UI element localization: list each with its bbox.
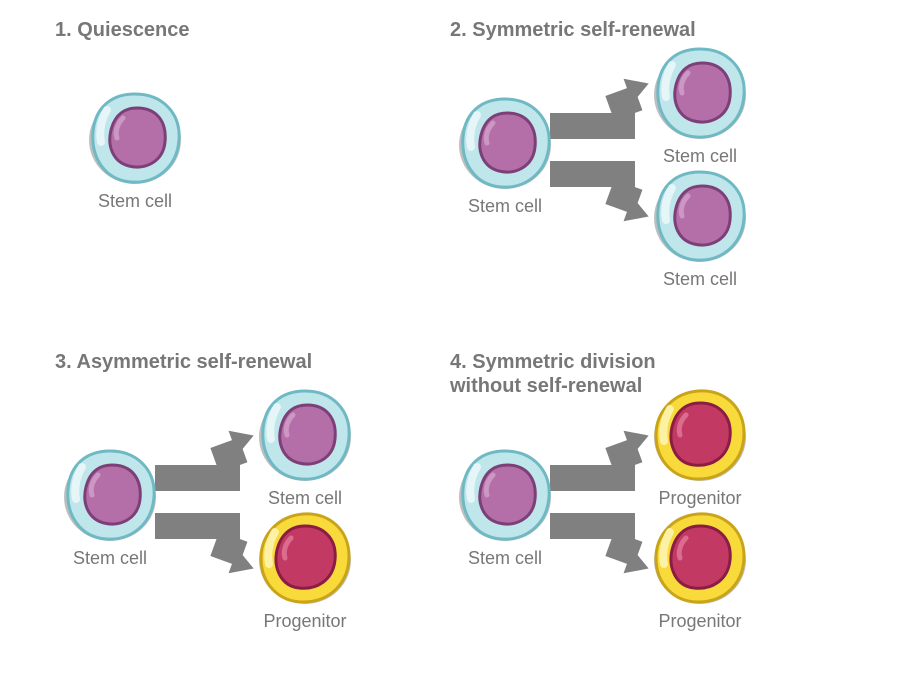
stem-cell-icon [455,93,555,193]
cell-label: Stem cell [80,191,190,212]
cell-label: Stem cell [645,146,755,167]
daughter-progenitor-cell: Progenitor [645,385,755,509]
stem-cell-icon [455,445,555,545]
daughter-stem-cell: Stem cell [645,166,755,290]
parent-stem-cell: Stem cell [450,445,560,569]
stem-cell-icon [60,445,160,545]
daughter-progenitor-cell: Progenitor [645,508,755,632]
cell-label: Stem cell [55,548,165,569]
parent-stem-cell: Stem cell [80,88,190,212]
cell-label: Progenitor [645,611,755,632]
cell-label: Stem cell [645,269,755,290]
panel-symmetric-division-no-renewal: 4. Symmetric division without self-renew… [450,350,870,660]
cell-label: Stem cell [450,548,560,569]
cell-label: Stem cell [450,196,560,217]
progenitor-cell-icon [650,508,750,608]
daughter-stem-cell: Stem cell [645,43,755,167]
progenitor-cell-icon [650,385,750,485]
stem-cell-icon [650,166,750,266]
panel-symmetric-self-renewal: 2. Symmetric self-renewal Stem cell Stem… [450,18,870,318]
stem-cell-icon [85,88,185,188]
daughter-progenitor-cell: Progenitor [250,508,360,632]
panel-title: 1. Quiescence [55,18,435,42]
stem-cell-icon [255,385,355,485]
panel-quiescence: 1. Quiescence Stem cell [55,18,435,318]
parent-stem-cell: Stem cell [450,93,560,217]
stem-cell-icon [650,43,750,143]
parent-stem-cell: Stem cell [55,445,165,569]
panel-asymmetric-self-renewal: 3. Asymmetric self-renewal Stem cell Ste… [55,350,435,660]
cell-label: Progenitor [250,611,360,632]
cell-label: Progenitor [645,488,755,509]
progenitor-cell-icon [255,508,355,608]
daughter-stem-cell: Stem cell [250,385,360,509]
cell-label: Stem cell [250,488,360,509]
